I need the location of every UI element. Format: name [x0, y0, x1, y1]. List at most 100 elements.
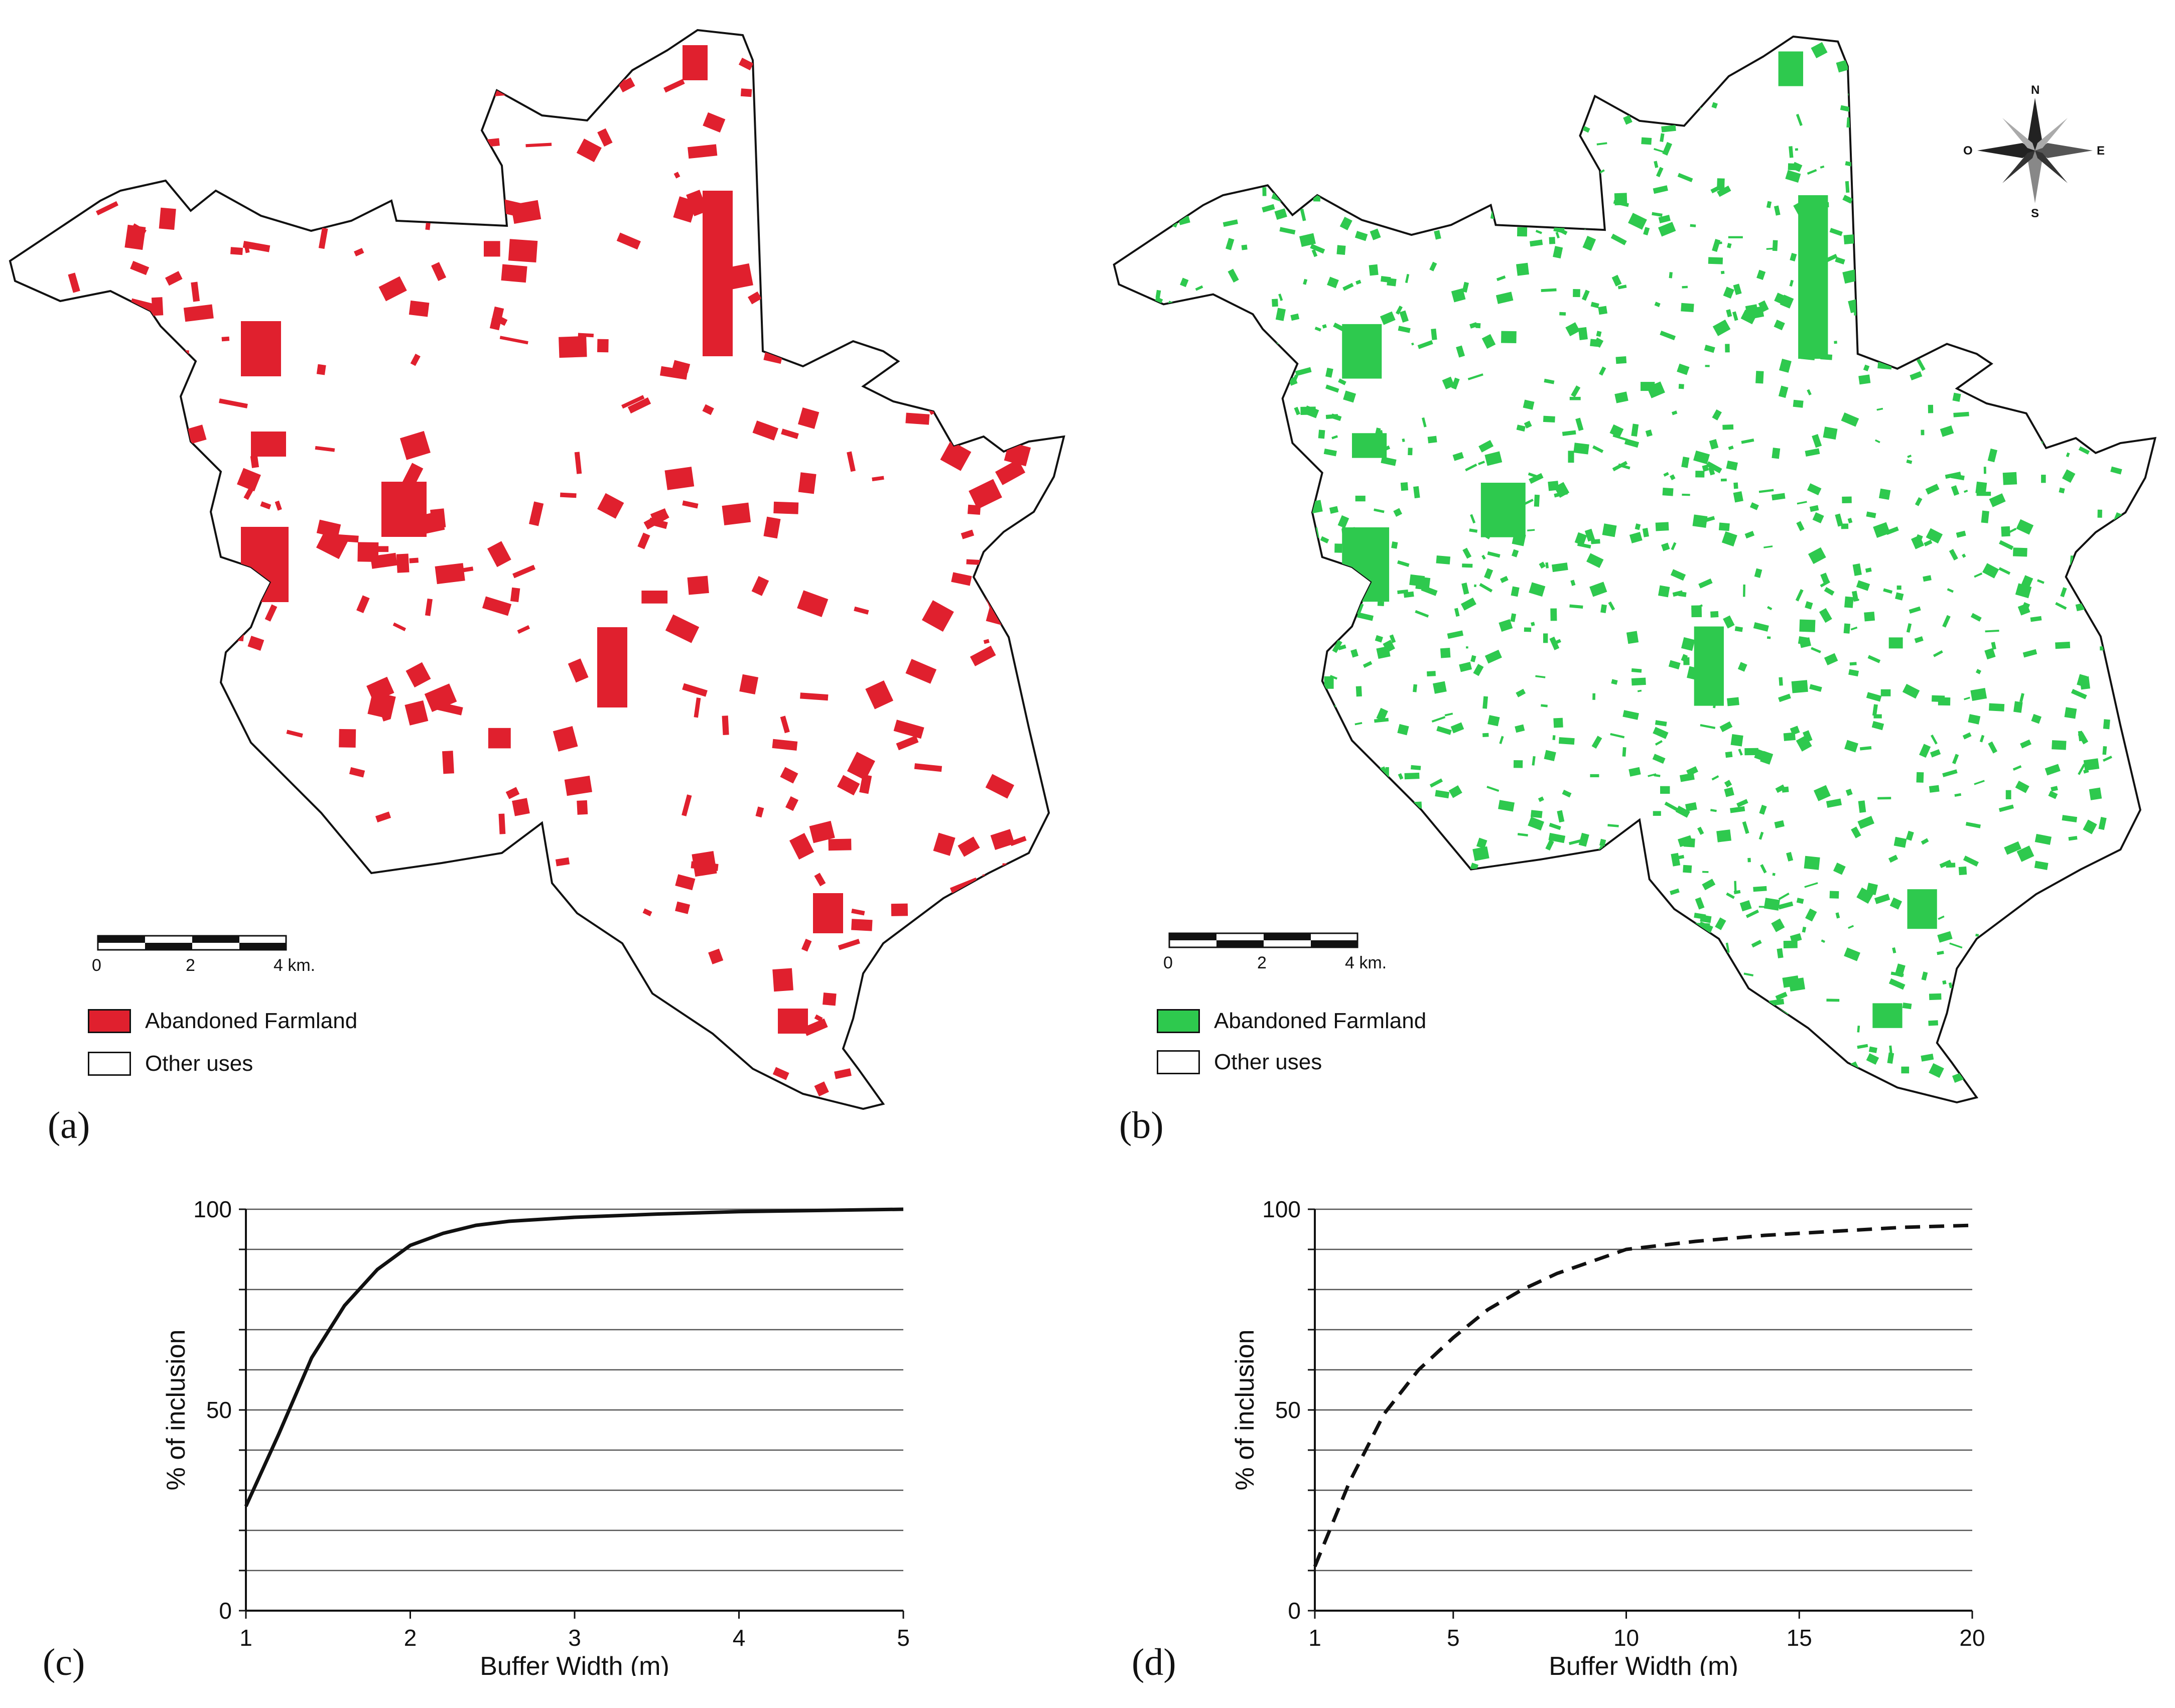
farmland-patch — [2015, 583, 2032, 599]
farmland-patch — [1652, 212, 1663, 217]
farmland-patch — [404, 61, 426, 76]
farmland-patch — [1955, 151, 1961, 159]
farmland-patch — [1660, 133, 1665, 142]
farmland-patch — [663, 79, 685, 93]
farmland-patch — [933, 832, 956, 856]
farmland-patch — [1940, 425, 1954, 437]
farmland-patch — [1710, 611, 1719, 618]
farmland-patch — [250, 455, 259, 468]
farmland-patch — [1654, 161, 1659, 168]
farmland-patch — [1761, 1022, 1776, 1033]
farmland-patch — [1981, 510, 1989, 523]
map-a — [9, 29, 1065, 1110]
farmland-patch — [1677, 1070, 1692, 1081]
farmland-patch — [1179, 124, 1193, 133]
farmland-patch — [1671, 410, 1678, 415]
farmland-patch — [2065, 934, 2074, 941]
farmland-patch — [1638, 1048, 1651, 1055]
farmland-patch — [1937, 931, 1953, 943]
farmland-patch — [920, 929, 946, 956]
farmland-patch — [1919, 744, 1931, 758]
farmland-patch — [290, 196, 322, 219]
farmland-patch — [1284, 500, 1288, 508]
farmland-patch — [2070, 348, 2085, 358]
farmland-patch — [1481, 334, 1496, 349]
farmland-patch — [1928, 404, 1934, 413]
farmland-patch — [1402, 438, 1405, 443]
farmland-patch — [1720, 270, 1725, 274]
farmland-patch — [230, 247, 243, 255]
farmland-patch — [650, 508, 667, 519]
farmland-patch — [2013, 547, 2027, 557]
farmland-patch — [1868, 1046, 1877, 1053]
farmland-patch — [1429, 778, 1443, 788]
farmland-patch — [1874, 439, 1880, 444]
farmland-patch — [1228, 50, 1241, 59]
farmland-patch — [1397, 560, 1410, 567]
farmland-patch — [1453, 939, 1471, 954]
farmland-patch — [1598, 366, 1606, 376]
farmland-patch — [1158, 871, 1169, 880]
farmland-patch — [1844, 947, 1860, 961]
farmland-patch — [1341, 745, 1349, 755]
farmland-patch — [1732, 311, 1738, 321]
farmland-patch — [1844, 740, 1858, 753]
farmland-patch — [1866, 692, 1882, 702]
farmland-patch — [1637, 689, 1642, 692]
farmland-patch — [2021, 575, 2033, 588]
farmland-patch — [409, 557, 419, 563]
farmland-patch — [1433, 681, 1447, 694]
farmland-patch — [1307, 860, 1317, 873]
farmland-patch — [1397, 589, 1409, 594]
farmland-patch — [1790, 252, 1797, 262]
farmland-patch — [156, 989, 180, 1003]
farmland-patch — [1366, 125, 1374, 130]
farmland-patch — [1502, 919, 1516, 934]
farmland-patch — [1161, 536, 1170, 549]
farmland-patch — [1262, 187, 1267, 196]
farmland-patch — [1285, 675, 1295, 684]
farmland-patch — [49, 376, 67, 400]
farmland-patch — [1829, 891, 1839, 899]
farmland-patch — [1245, 345, 1250, 355]
farmland-patch — [1952, 754, 1959, 765]
farmland-patch — [84, 83, 97, 102]
farmland-patch — [560, 492, 577, 498]
farmland-patch — [1254, 138, 1270, 153]
farmland-patch — [1730, 806, 1745, 813]
farmland-patch — [2068, 1034, 2076, 1046]
farmland-patch — [785, 796, 798, 811]
farmland-patch — [371, 957, 395, 980]
farmland-patch — [2078, 763, 2086, 775]
farmland-patch — [1895, 592, 1904, 601]
farmland-patch — [191, 281, 200, 302]
farmland-patch — [1797, 501, 1807, 505]
farmland-patch — [1567, 52, 1580, 64]
farmland-patch — [1244, 781, 1252, 789]
farmland-patch — [1195, 285, 1203, 291]
farmland-patch — [1540, 931, 1545, 942]
farmland-patch — [1614, 391, 1628, 403]
compass-n: N — [2031, 83, 2040, 97]
farmland-patch — [1332, 640, 1342, 653]
farmland-patch — [2078, 68, 2087, 77]
farmland-patch — [1346, 574, 1350, 586]
farmland-patch — [1206, 486, 1211, 499]
farmland-patch — [1158, 454, 1174, 459]
farmland-patch — [262, 1043, 271, 1051]
farmland-patch — [264, 604, 278, 622]
farmland-patch — [1294, 406, 1301, 415]
farmland-patch — [1325, 367, 1333, 378]
farmland-patch — [1873, 714, 1882, 719]
chart-d-ylabel: % of inclusion — [1231, 1330, 1260, 1491]
farmland-patch — [838, 938, 860, 950]
farmland-patch — [597, 493, 624, 519]
farmland-patch — [1874, 225, 1889, 237]
farmland-patch — [862, 123, 869, 131]
farmland-patch — [1858, 374, 1871, 385]
farmland-patch — [1427, 436, 1437, 444]
legend-label-abandoned-b: Abandoned Farmland — [1214, 1009, 1427, 1033]
farmland-patch — [1405, 273, 1410, 283]
farmland-patch — [1591, 539, 1600, 544]
farmland-patch — [2016, 519, 2034, 535]
